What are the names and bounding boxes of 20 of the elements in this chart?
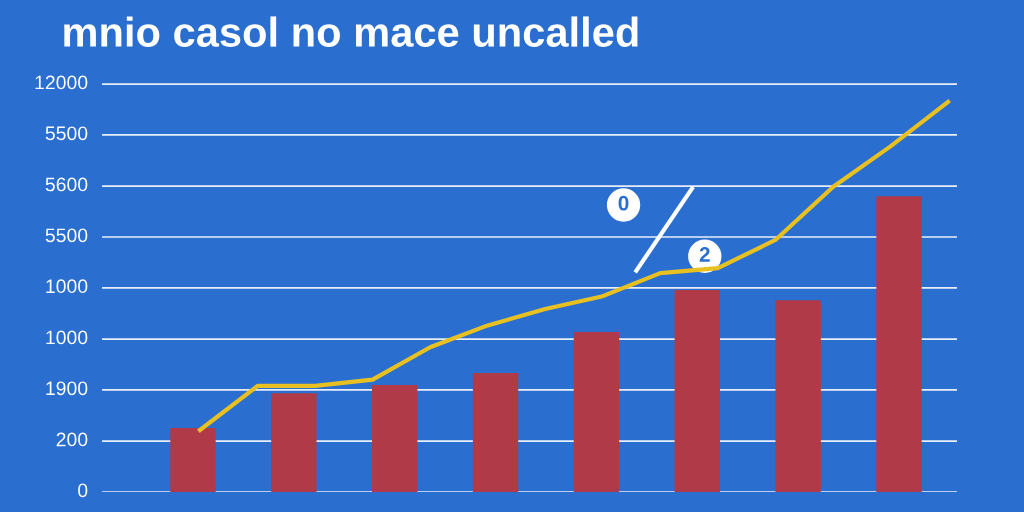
bar	[372, 384, 418, 492]
text: 0	[78, 483, 88, 498]
text: 200	[56, 432, 88, 447]
text: 5500	[45, 228, 88, 243]
text: 5600	[45, 177, 88, 192]
text: 1900	[46, 381, 88, 396]
bar	[573, 331, 620, 492]
text: 1000	[46, 279, 88, 294]
text: 12000	[35, 75, 88, 90]
bar	[674, 289, 720, 492]
chart-title: mnio casol no mace uncalled	[64, 16, 638, 48]
bar	[170, 428, 216, 492]
annotation: 2	[699, 247, 710, 262]
bar	[775, 300, 821, 492]
bar	[472, 373, 519, 492]
annotation: 0	[618, 195, 629, 211]
bar	[271, 393, 317, 492]
text: 1000	[46, 330, 88, 345]
text: 5500	[45, 126, 88, 141]
bar	[876, 196, 922, 492]
